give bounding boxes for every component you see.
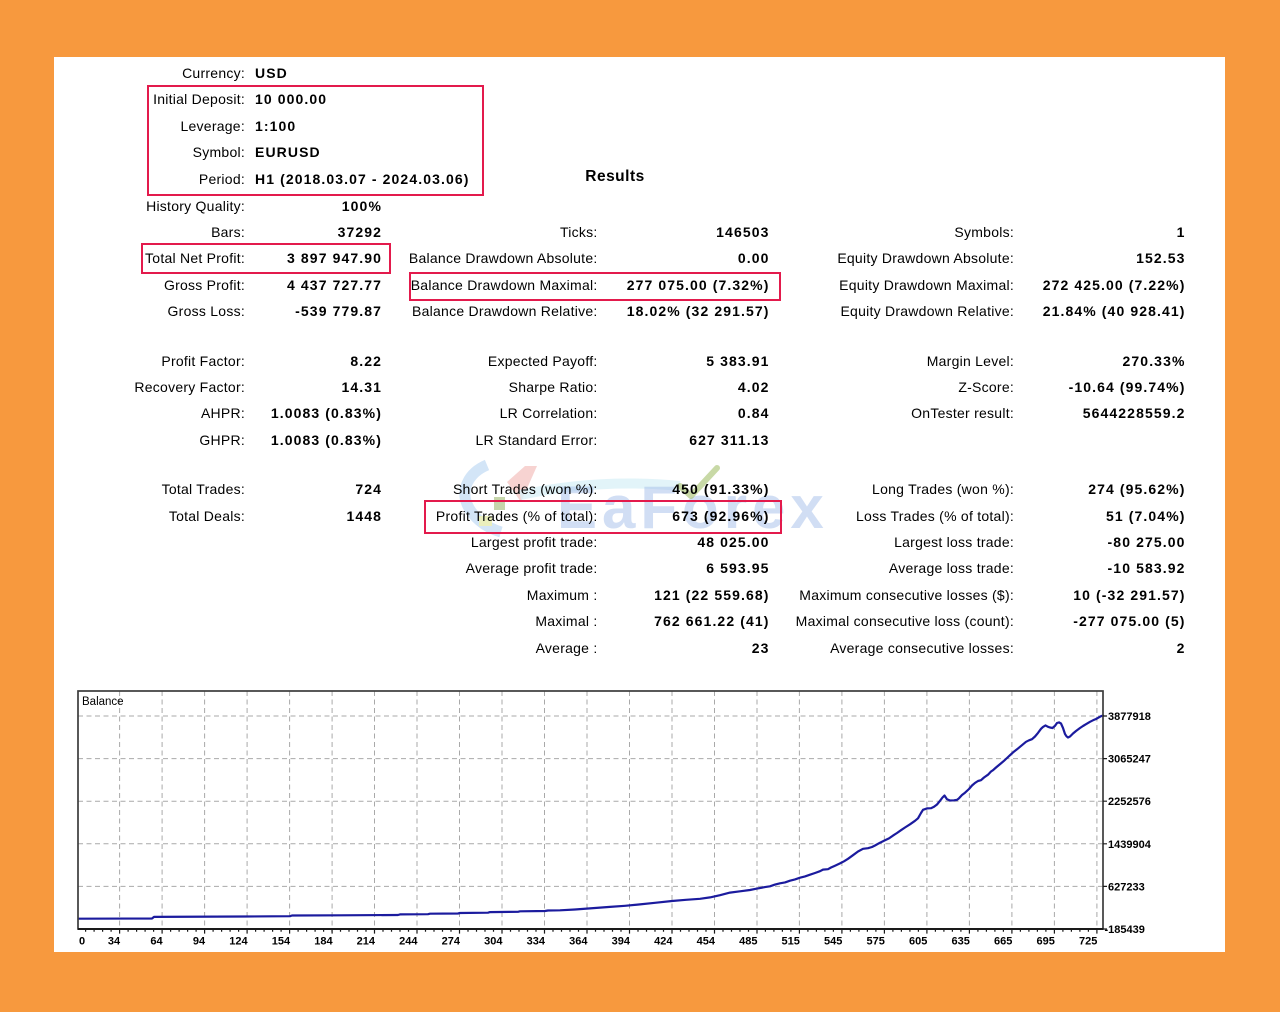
svg-text:244: 244 [399,936,418,948]
svg-text:485: 485 [739,936,757,948]
svg-text:34: 34 [108,936,121,948]
svg-text:94: 94 [193,936,206,948]
svg-text:1439904: 1439904 [1108,839,1152,851]
svg-text:184: 184 [314,936,333,948]
svg-text:454: 454 [697,936,716,948]
svg-text:154: 154 [272,936,291,948]
svg-text:124: 124 [229,936,248,948]
svg-text:274: 274 [442,936,461,948]
svg-text:575: 575 [867,936,885,948]
svg-text:Balance: Balance [82,696,124,708]
svg-text:695: 695 [1037,936,1055,948]
svg-text:545: 545 [824,936,842,948]
svg-text:0: 0 [79,936,85,948]
svg-text:-185439: -185439 [1105,924,1145,936]
svg-text:725: 725 [1079,936,1097,948]
svg-text:665: 665 [994,936,1012,948]
svg-text:515: 515 [782,936,800,948]
svg-text:64: 64 [150,936,163,948]
svg-text:627233: 627233 [1108,881,1145,893]
svg-text:304: 304 [484,936,503,948]
svg-text:2252576: 2252576 [1108,796,1151,808]
svg-text:394: 394 [612,936,631,948]
svg-text:334: 334 [527,936,546,948]
svg-text:605: 605 [909,936,927,948]
svg-text:3065247: 3065247 [1108,754,1151,766]
svg-text:EaForex: EaForex [557,474,829,541]
svg-text:364: 364 [569,936,588,948]
svg-text:424: 424 [654,936,673,948]
svg-text:3877918: 3877918 [1108,711,1151,723]
svg-text:635: 635 [952,936,970,948]
svg-text:214: 214 [357,936,376,948]
